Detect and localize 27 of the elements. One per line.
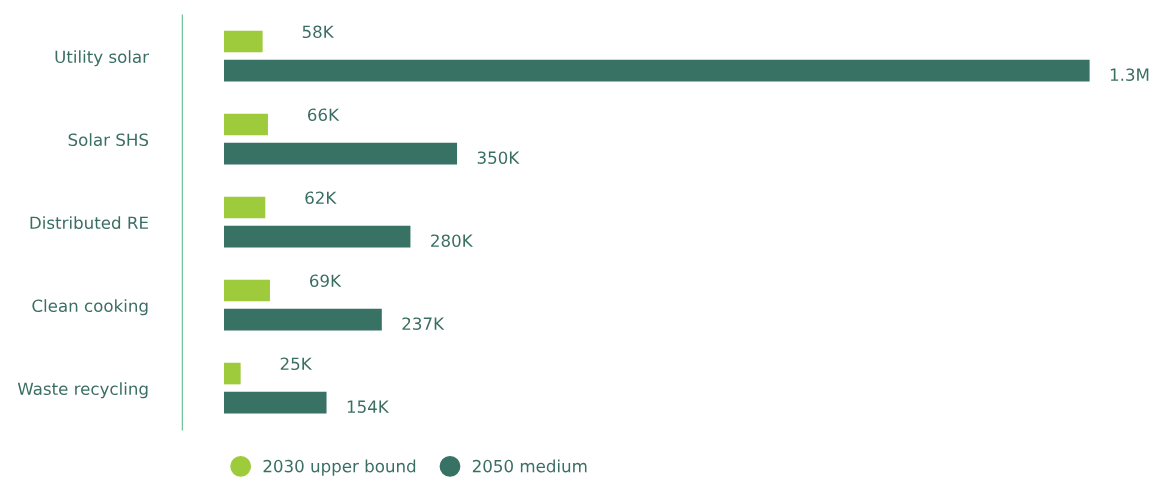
legend-label: 2050 medium	[472, 459, 587, 473]
bar	[224, 142, 458, 165]
data-label: 237K	[402, 317, 445, 330]
data-label: 154K	[347, 400, 390, 413]
y-tick-label: Solar SHS	[68, 133, 149, 147]
legend-label: 2030 upper bound	[263, 459, 416, 476]
y-tick-label: Utility solar	[55, 50, 149, 67]
data-label: 62K	[305, 191, 337, 205]
bar	[224, 279, 270, 302]
data-label: 25K	[280, 357, 313, 371]
y-tick-label: Distributed RE	[30, 216, 148, 230]
y-tick-label: Clean cooking	[32, 299, 148, 316]
bar	[224, 362, 241, 385]
data-label: 280K	[431, 234, 473, 247]
bar	[224, 196, 266, 219]
bar	[224, 225, 411, 248]
data-label: 1.3M	[1110, 68, 1149, 81]
bar	[224, 391, 327, 414]
data-label: 58K	[302, 25, 334, 39]
bar	[224, 30, 263, 53]
y-tick-label: Waste recycling	[17, 382, 148, 399]
bar	[224, 308, 382, 331]
bar	[224, 113, 268, 136]
bar	[224, 59, 1090, 82]
data-label: 66K	[308, 108, 340, 122]
data-label: 69K	[310, 274, 342, 288]
data-label: 350K	[477, 151, 520, 164]
